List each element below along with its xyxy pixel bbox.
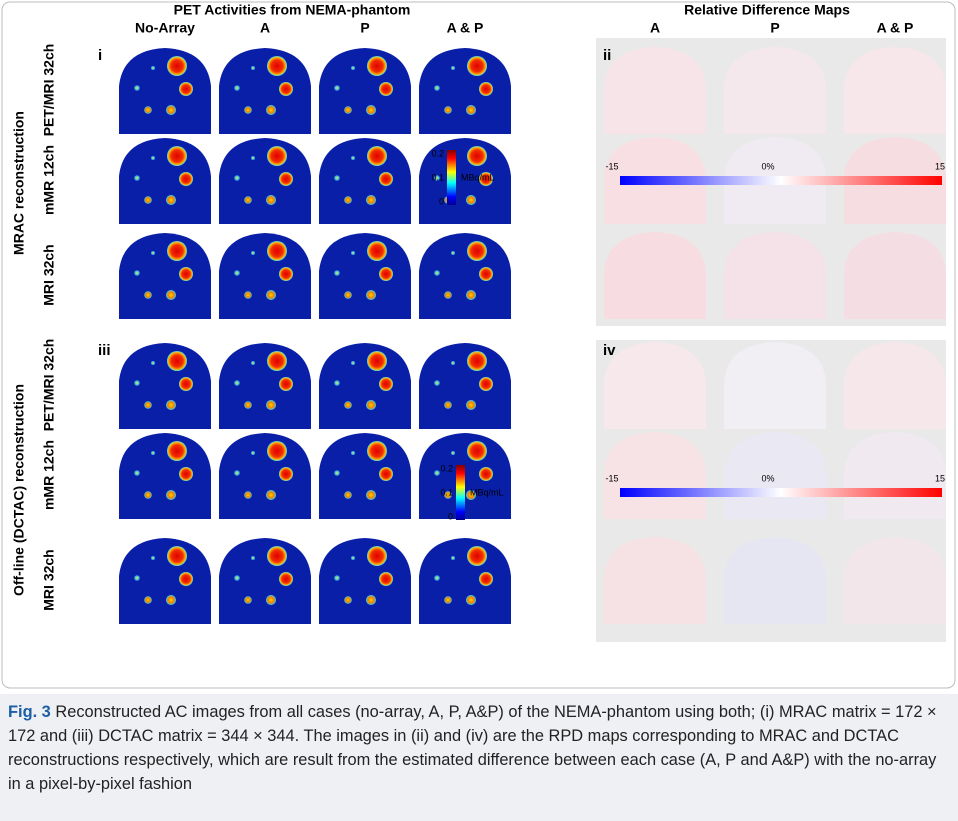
colorbar-unit: MBq/mL [461,172,495,182]
pet-image [419,48,511,134]
page: {"left_header":{"title":"PET Activities … [0,0,958,821]
column-label: No-Array [135,20,195,36]
rpd-map [604,232,706,319]
rpd-map [724,47,826,134]
pet-image [319,538,411,624]
pet-image [119,233,211,319]
colorbar-unit: MBq/mL [470,487,504,497]
rpd-colorbar [620,488,942,497]
section-label: MRAC reconstruction [11,111,27,255]
rpd-map [844,432,946,519]
caption: Fig. 3 Reconstructed AC images from all … [0,694,958,821]
panel-label: i [98,47,102,64]
pet-image [319,48,411,134]
colorbar-tick: -15 [605,161,618,171]
left-title: PET Activities from NEMA-phantom [174,2,411,18]
rpd-map [724,432,826,519]
pet-image [119,433,211,519]
colorbar-tick: 0 [448,511,453,521]
rpd-map [724,232,826,319]
column-label: A & P [447,20,484,36]
column-label: P [770,20,779,36]
colorbar-tick: 0 [439,196,444,206]
pet-image [119,538,211,624]
rpd-map [724,537,826,624]
colorbar-tick: 0.1 [431,172,444,182]
caption-text: Reconstructed AC images from all cases (… [8,703,937,793]
rpd-map [844,342,946,429]
pet-image [119,48,211,134]
pet-image [219,343,311,429]
rpd-map [604,537,706,624]
right-title: Relative Difference Maps [684,2,850,18]
rpd-map [724,342,826,429]
pet-image [219,433,311,519]
pet-image [419,233,511,319]
pet-colorbar [456,465,465,520]
rpd-map [844,47,946,134]
rpd-map [604,47,706,134]
pet-image [119,343,211,429]
rpd-map [604,432,706,519]
pet-image [219,48,311,134]
row-label: PET/MRI 32ch [41,44,57,137]
rpd-colorbar [620,176,942,185]
pet-image [419,538,511,624]
figure: PET Activities from NEMA-phantom Relativ… [0,0,958,690]
row-label: mMR 12ch [41,145,57,215]
colorbar-tick: -15 [605,473,618,483]
panel-label: iii [98,342,111,359]
colorbar-tick: 0% [761,161,774,171]
row-label: mMR 12ch [41,440,57,510]
pet-image [219,233,311,319]
rpd-map [604,342,706,429]
row-label: MRI 32ch [41,549,57,610]
column-label: A [650,20,660,36]
panel-label: iv [603,342,616,359]
column-label: P [360,20,369,36]
row-label: PET/MRI 32ch [41,339,57,432]
pet-image [319,343,411,429]
colorbar-tick: 0% [761,473,774,483]
pet-image [119,138,211,224]
pet-image [219,538,311,624]
pet-image [419,343,511,429]
pet-image [319,433,411,519]
column-label: A & P [877,20,914,36]
row-label: MRI 32ch [41,244,57,305]
pet-colorbar [447,150,456,205]
section-label: Off-line (DCTAC) reconstruction [11,384,27,596]
rpd-map [844,232,946,319]
colorbar-tick: 0.2 [440,463,453,473]
rpd-map [844,537,946,624]
colorbar-tick: 15 [935,161,945,171]
column-label: A [260,20,270,36]
colorbar-tick: 15 [935,473,945,483]
pet-image [319,233,411,319]
colorbar-tick: 0.1 [440,487,453,497]
pet-image [219,138,311,224]
caption-label: Fig. 3 [8,703,51,721]
pet-image [319,138,411,224]
colorbar-tick: 0.2 [431,148,444,158]
panel-label: ii [603,47,611,64]
